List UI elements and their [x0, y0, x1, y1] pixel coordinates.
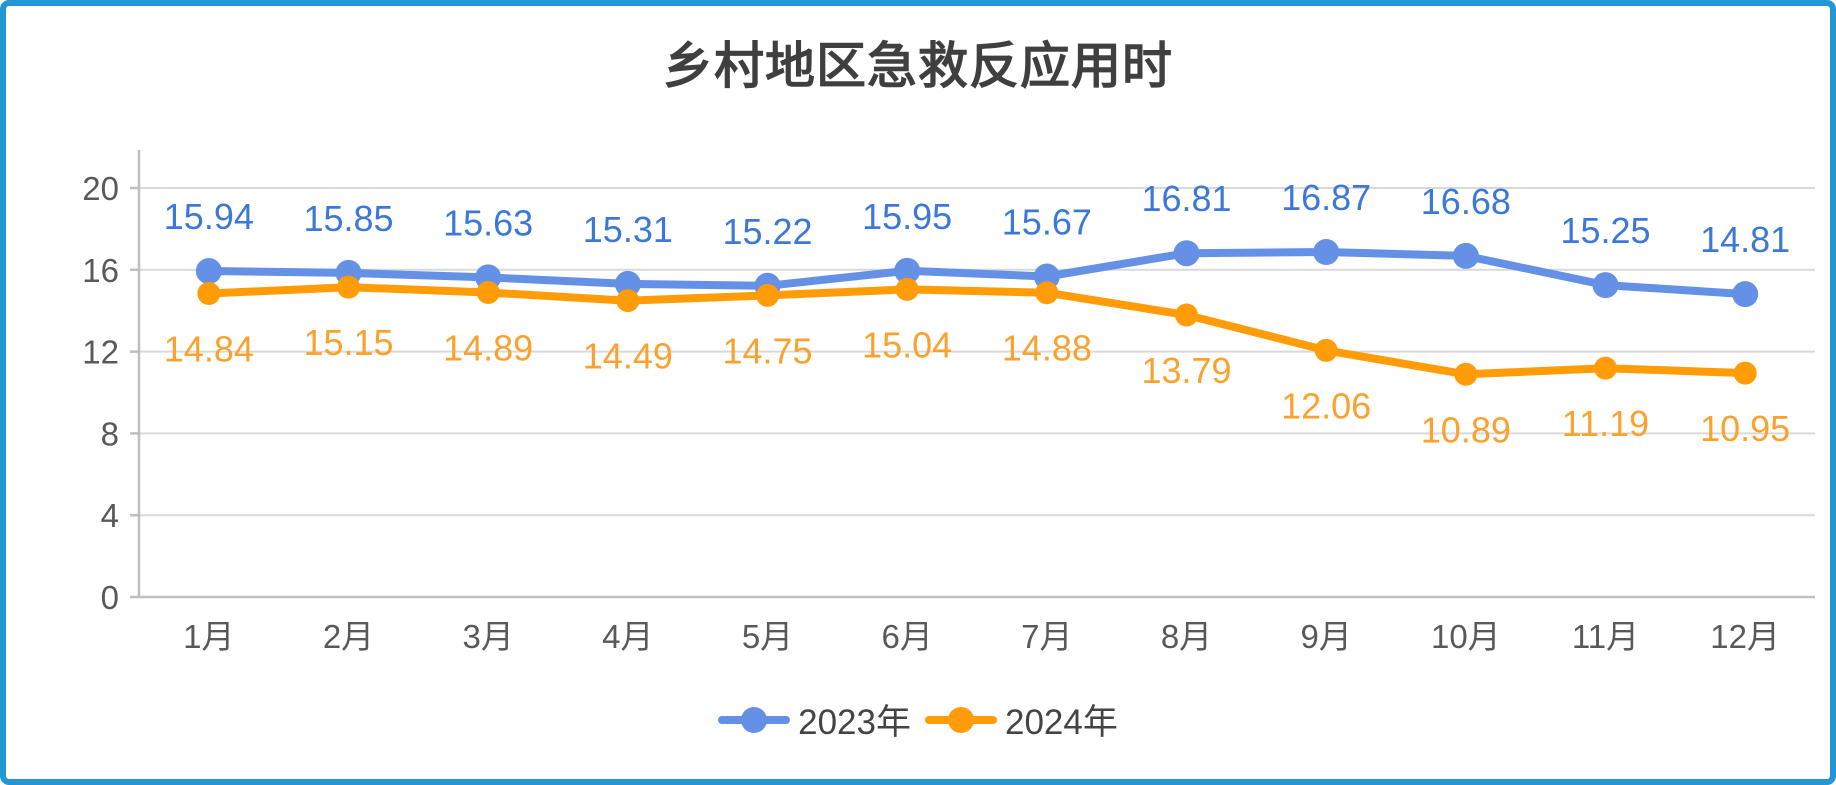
data-label-2023年-12月: 14.81 — [1700, 219, 1790, 260]
x-tick-label-9: 9月 — [1300, 618, 1351, 655]
y-tick-label-16: 16 — [82, 252, 119, 289]
data-label-2024年-7月: 14.88 — [1002, 328, 1092, 369]
series-line-2024年 — [204, 283, 1750, 379]
data-point-2024年-10月 — [1454, 362, 1478, 386]
data-label-2023年-9月: 16.87 — [1281, 177, 1371, 218]
data-label-2023年-5月: 15.22 — [722, 211, 812, 252]
data-point-2024年-5月 — [756, 283, 779, 307]
data-label-2024年-11月: 11.19 — [1562, 403, 1649, 444]
data-label-2023年-3月: 15.63 — [443, 202, 533, 243]
data-label-2023年-11月: 15.25 — [1560, 210, 1650, 251]
data-point-2024年-8月 — [1175, 303, 1198, 327]
data-point-2024年-11月 — [1594, 356, 1617, 380]
data-label-2023年-10月: 16.68 — [1421, 181, 1511, 222]
x-tick-label-6: 6月 — [881, 618, 932, 655]
chart-title: 乡村地区急救反应用时 — [663, 38, 1173, 94]
y-tick-label-8: 8 — [101, 415, 119, 452]
data-point-2024年-12月 — [1733, 361, 1757, 385]
y-tick-label-0: 0 — [101, 579, 119, 616]
legend-line-marker-2024-icon — [925, 706, 997, 733]
data-label-2023年-8月: 16.81 — [1141, 178, 1231, 219]
data-point-2024年-1月 — [197, 282, 221, 306]
data-point-2024年-2月 — [337, 275, 360, 299]
data-point-2023年-9月 — [1313, 239, 1340, 266]
x-tick-label-4: 4月 — [602, 618, 653, 655]
x-tick-label-1: 1月 — [183, 618, 234, 655]
data-point-2023年-11月 — [1592, 272, 1619, 299]
data-point-2023年-4月 — [614, 270, 641, 297]
data-label-2023年-2月: 15.85 — [303, 198, 393, 239]
data-point-2023年-6月 — [894, 257, 921, 284]
data-point-2023年-7月 — [1033, 263, 1060, 290]
x-tick-label-7: 7月 — [1021, 618, 1072, 655]
data-label-2024年-1月: 14.84 — [164, 329, 254, 370]
x-tick-label-3: 3月 — [462, 618, 513, 655]
legend-line-marker-2023-icon — [718, 706, 791, 733]
data-label-2024年-5月: 14.75 — [722, 330, 812, 371]
data-point-2024年-6月 — [895, 277, 919, 301]
data-label-2023年-1月: 15.94 — [164, 196, 254, 237]
legend-dot-2024-icon — [948, 706, 974, 733]
x-tick-label-2: 2月 — [323, 618, 374, 655]
y-tick-label-4: 4 — [101, 497, 119, 534]
x-tick-label-5: 5月 — [742, 618, 793, 655]
legend-item-2023[interactable]: 2023年 — [718, 694, 911, 745]
legend-dot-2023-icon — [741, 706, 768, 733]
data-label-2024年-2月: 15.15 — [303, 322, 393, 363]
data-label-2023年-7月: 15.67 — [1002, 202, 1092, 243]
data-label-2024年-6月: 15.04 — [862, 324, 952, 365]
legend-label-2024: 2024年 — [1005, 703, 1118, 742]
data-point-2024年-7月 — [1035, 281, 1059, 305]
data-point-2023年-10月 — [1452, 242, 1479, 269]
x-tick-label-10: 10月 — [1431, 618, 1501, 655]
series-line-2023年 — [204, 248, 1750, 299]
data-label-2024年-10月: 10.89 — [1421, 409, 1511, 450]
data-point-2024年-3月 — [476, 280, 500, 304]
data-point-2023年-12月 — [1732, 281, 1759, 308]
data-point-2024年-9月 — [1314, 338, 1338, 362]
legend-label-2023: 2023年 — [798, 703, 911, 742]
data-point-2023年-1月 — [195, 258, 222, 285]
data-label-2024年-9月: 12.06 — [1281, 385, 1371, 426]
x-tick-label-8: 8月 — [1161, 618, 1212, 655]
data-label-2024年-3月: 14.89 — [443, 327, 533, 368]
data-point-2024年-4月 — [616, 289, 640, 313]
x-tick-label-11: 11月 — [1572, 618, 1639, 655]
data-point-2023年-8月 — [1173, 240, 1200, 267]
data-label-2024年-12月: 10.95 — [1700, 408, 1790, 449]
y-tick-label-20: 20 — [82, 170, 119, 207]
chart-legend: 2023年 2024年 — [0, 694, 1836, 745]
y-tick-label-12: 12 — [82, 334, 119, 371]
x-tick-label-12: 12月 — [1710, 618, 1780, 655]
data-label-2023年-4月: 15.31 — [583, 209, 673, 250]
legend-item-2024[interactable]: 2024年 — [925, 694, 1118, 745]
data-label-2024年-8月: 13.79 — [1141, 350, 1231, 391]
data-label-2024年-4月: 14.49 — [583, 336, 673, 377]
data-label-2023年-6月: 15.95 — [862, 196, 952, 237]
